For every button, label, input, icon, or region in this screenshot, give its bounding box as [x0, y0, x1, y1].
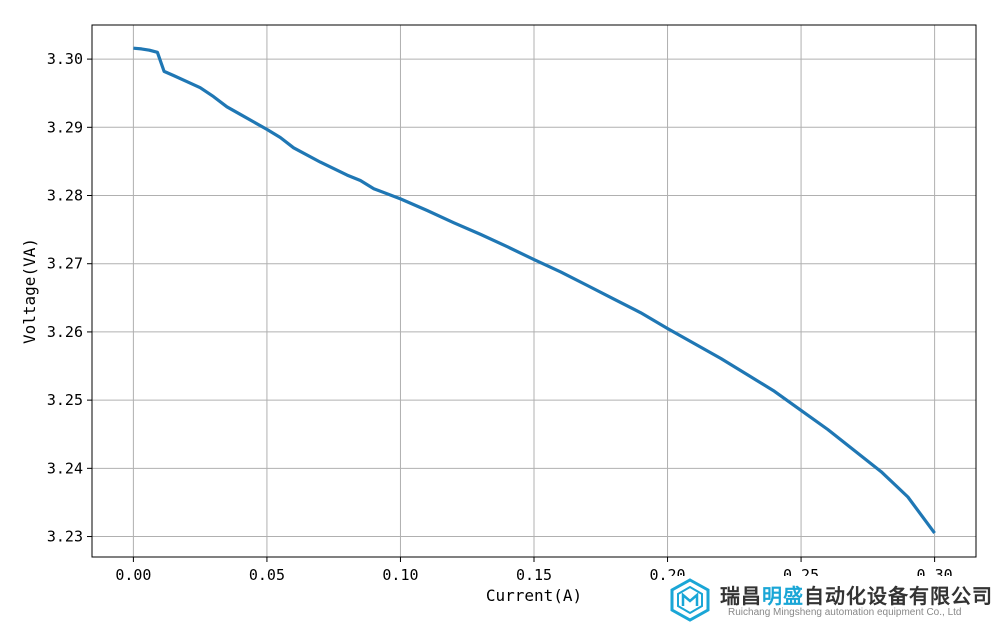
- x-tick-label: 0.00: [115, 566, 151, 584]
- x-tick-label: 0.10: [382, 566, 418, 584]
- grid-lines: [92, 25, 976, 557]
- y-tick-label: 3.23: [47, 528, 83, 546]
- x-tick-label: 0.15: [516, 566, 552, 584]
- x-axis-label: Current(A): [486, 586, 582, 605]
- y-axis-label: Voltage(VA): [20, 238, 39, 344]
- y-tick-label: 3.30: [47, 50, 83, 68]
- y-axis-ticks: 3.23 3.24 3.25 3.26 3.27 3.28 3.29 3.30: [47, 50, 92, 546]
- hexagon-logo-icon: [670, 578, 710, 622]
- company-subtitle: Ruichang Mingsheng automation equipment …: [728, 607, 962, 618]
- company-name: 瑞昌明盛自动化设备有限公司: [720, 584, 993, 608]
- company-logo: 瑞昌明盛自动化设备有限公司 Ruichang Mingsheng automat…: [668, 576, 1000, 625]
- y-tick-label: 3.24: [47, 459, 83, 477]
- y-tick-label: 3.27: [47, 255, 83, 273]
- y-tick-label: 3.25: [47, 391, 83, 409]
- y-tick-label: 3.29: [47, 118, 83, 136]
- y-tick-label: 3.26: [47, 323, 83, 341]
- x-axis-ticks: 0.00 0.05 0.10 0.15 0.20 0.25 0.30: [115, 557, 953, 584]
- x-tick-label: 0.05: [249, 566, 285, 584]
- voltage-series-line: [133, 46, 936, 535]
- y-tick-label: 3.28: [47, 187, 83, 205]
